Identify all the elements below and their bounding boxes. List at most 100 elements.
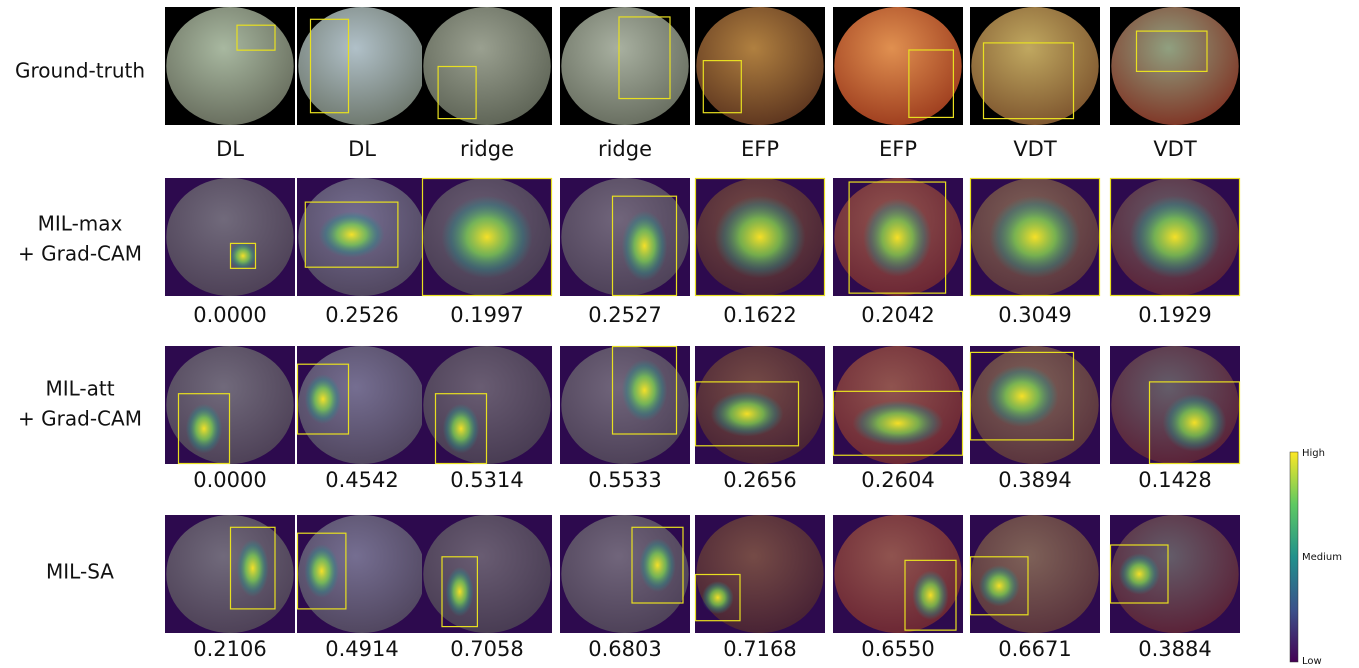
fundus <box>1111 7 1238 125</box>
image <box>1110 178 1240 296</box>
caption: 0.7168 <box>723 637 796 661</box>
heatmap-blob <box>1163 394 1227 452</box>
heatmap-blob <box>622 211 668 281</box>
image <box>833 178 963 296</box>
heatmap-blob <box>446 567 474 617</box>
row-label: MIL-att <box>45 377 114 401</box>
heatmap-blob <box>229 242 257 270</box>
image <box>165 346 295 464</box>
figure: High Medium Low Ground-truth DL DL ridge rid… <box>0 0 1359 668</box>
image <box>1110 515 1240 633</box>
caption: 0.5314 <box>450 468 523 492</box>
image <box>165 178 295 296</box>
image <box>560 178 690 296</box>
image <box>970 7 1100 125</box>
image <box>970 346 1100 464</box>
caption: 0.2604 <box>861 468 934 492</box>
fundus <box>971 7 1098 125</box>
fundus <box>166 178 293 296</box>
caption: 0.1997 <box>450 303 523 327</box>
image <box>560 7 690 125</box>
image <box>833 346 963 464</box>
heatmap-blob <box>305 374 341 424</box>
row-label: + Grad-CAM <box>18 407 142 431</box>
caption: 0.0000 <box>193 468 266 492</box>
heatmap-blob <box>442 196 533 279</box>
image <box>833 515 963 633</box>
image <box>297 346 427 464</box>
caption: 0.2106 <box>193 637 266 661</box>
caption: 0.7058 <box>450 637 523 661</box>
image <box>422 515 552 633</box>
image <box>422 178 552 296</box>
caption: ridge <box>598 137 652 161</box>
colorbar <box>1290 452 1298 662</box>
caption: 0.6803 <box>588 637 661 661</box>
image <box>970 515 1100 633</box>
caption: 0.1428 <box>1138 468 1211 492</box>
image <box>833 7 963 125</box>
caption: 0.5533 <box>588 468 661 492</box>
caption: 0.0000 <box>193 303 266 327</box>
page: High Medium Low Ground-truth DL DL ridge rid… <box>0 0 1359 668</box>
row-label: MIL-max <box>38 212 123 236</box>
caption: EFP <box>741 137 779 161</box>
image <box>165 7 295 125</box>
image <box>560 346 690 464</box>
colorbar-label: High <box>1302 448 1325 459</box>
caption: 0.2527 <box>588 303 661 327</box>
image <box>1110 346 1240 464</box>
row-label: MIL-SA <box>46 560 114 584</box>
heatmap-blob <box>702 581 734 614</box>
caption: VDT <box>1153 137 1197 161</box>
heatmap-blob <box>1119 553 1160 594</box>
heatmap-blob <box>319 212 385 258</box>
caption: 0.6550 <box>861 637 934 661</box>
heatmap-blob <box>979 565 1020 606</box>
image <box>695 7 825 125</box>
image <box>422 7 552 125</box>
caption: DL <box>216 137 244 161</box>
image <box>297 7 427 125</box>
heatmap-blob <box>715 196 806 279</box>
caption: 0.1622 <box>723 303 796 327</box>
image <box>560 515 690 633</box>
caption: 0.3049 <box>998 303 1071 327</box>
colorbar-label: Low <box>1302 656 1322 667</box>
heatmap-blob <box>443 404 479 454</box>
heatmap-blob <box>990 196 1081 279</box>
fundus <box>834 7 961 125</box>
image <box>695 178 825 296</box>
image <box>297 178 427 296</box>
heatmap-blob <box>622 359 668 421</box>
caption: 0.3894 <box>998 468 1071 492</box>
caption: 0.1929 <box>1138 303 1211 327</box>
caption: DL <box>348 137 376 161</box>
image <box>422 346 552 464</box>
image <box>695 515 825 633</box>
image <box>297 515 427 633</box>
image <box>695 346 825 464</box>
fundus <box>298 7 425 125</box>
caption: ridge <box>460 137 514 161</box>
heatmap-blob <box>237 539 269 597</box>
image <box>1110 7 1240 125</box>
fundus <box>834 515 961 633</box>
caption: 0.2526 <box>325 303 398 327</box>
image <box>165 515 295 633</box>
row-label: Ground-truth <box>15 59 145 83</box>
heatmap-blob <box>853 401 944 446</box>
caption: 0.4914 <box>325 637 398 661</box>
heatmap-blob <box>186 404 222 454</box>
heatmap-blob <box>863 198 931 276</box>
caption: VDT <box>1013 137 1057 161</box>
colorbar-label: Medium <box>1302 552 1342 563</box>
caption: 0.3884 <box>1138 637 1211 661</box>
caption: 0.2656 <box>723 468 796 492</box>
heatmap-blob <box>304 544 339 598</box>
caption: EFP <box>879 137 917 161</box>
heatmap-blob <box>711 391 784 436</box>
heatmap-blob <box>912 570 948 620</box>
row-label: + Grad-CAM <box>18 242 142 266</box>
heatmap-blob <box>986 365 1059 427</box>
